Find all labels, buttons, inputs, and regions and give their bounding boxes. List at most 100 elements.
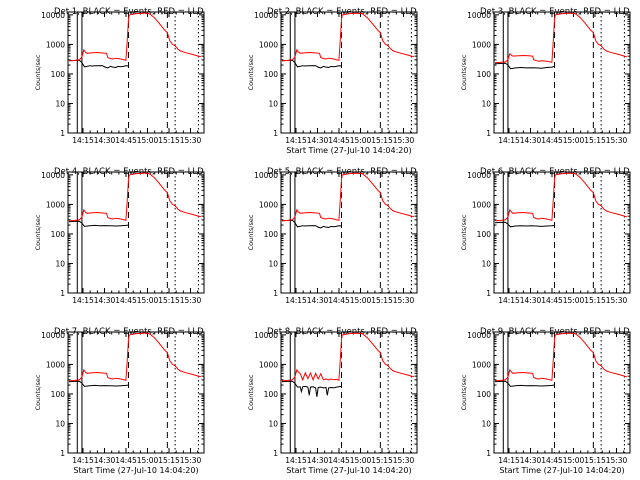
y-tick-label: 1000 <box>472 360 491 369</box>
series-lld-line <box>494 332 628 382</box>
x-tick-label: 15:15 <box>584 296 606 305</box>
y-axis-label: Counts/sec <box>247 374 255 410</box>
x-tick-label: 15:00 <box>137 136 159 145</box>
chart-title: Det 7, BLACK = Events, RED = LLD <box>54 327 204 337</box>
y-tick-label: 10000 <box>41 331 65 340</box>
x-tick-label: 14:15 <box>285 136 307 145</box>
x-axis-label: Start Time (27-Jul-10 14:04:20) <box>499 466 624 475</box>
x-tick-label: 14:45 <box>115 456 137 465</box>
series-events-line <box>68 59 129 69</box>
y-tick-label: 100 <box>51 390 66 399</box>
x-tick-label: 15:30 <box>393 456 415 465</box>
y-tick-label: 10000 <box>254 331 278 340</box>
x-tick-label: 14:45 <box>328 456 350 465</box>
x-tick-label: 15:15 <box>584 456 606 465</box>
x-tick-label: 14:45 <box>541 136 563 145</box>
y-tick-label: 1000 <box>46 40 65 49</box>
y-tick-label: 10000 <box>41 11 65 20</box>
y-tick-label: 1000 <box>259 360 278 369</box>
x-tick-label: 14:15 <box>498 136 520 145</box>
chart-panel-2: Det 2, BLACK = Events, RED = LLD Counts/s… <box>247 7 418 155</box>
chart-title: Det 8, BLACK = Events, RED = LLD <box>267 327 417 337</box>
x-tick-label: 15:00 <box>350 456 372 465</box>
y-tick-label: 10000 <box>467 11 491 20</box>
x-tick-label: 15:30 <box>606 296 628 305</box>
chart-panel-8: Det 8, BLACK = Events, RED = LLD Counts/s… <box>247 327 418 475</box>
x-tick-label: 15:30 <box>180 136 202 145</box>
chart-panel-3: Det 3, BLACK = Events, RED = LLD Counts/s… <box>460 7 631 145</box>
series-lld-line <box>68 12 202 62</box>
chart-panel-1: Det 1, BLACK = Events, RED = LLD Counts/s… <box>34 7 205 145</box>
chart-title: Det 9, BLACK = Events, RED = LLD <box>480 327 630 337</box>
series-events-line <box>68 220 129 227</box>
y-tick-label: 100 <box>477 390 492 399</box>
x-tick-label: 14:45 <box>115 296 137 305</box>
y-tick-label: 100 <box>264 70 279 79</box>
y-tick-label: 100 <box>51 70 66 79</box>
y-axis-label: Counts/sec <box>460 214 468 250</box>
x-tick-label: 15:00 <box>563 136 585 145</box>
y-axis-label: Counts/sec <box>247 214 255 250</box>
y-tick-label: 10 <box>481 419 491 428</box>
y-axis-label: Counts/sec <box>247 54 255 90</box>
y-axis-label: Counts/sec <box>460 374 468 410</box>
series-events-line <box>494 62 555 70</box>
x-tick-label: 14:45 <box>541 296 563 305</box>
y-tick-label: 1000 <box>46 200 65 209</box>
x-tick-label: 15:30 <box>180 296 202 305</box>
series-events-line <box>281 59 342 69</box>
x-tick-label: 15:30 <box>180 456 202 465</box>
y-tick-label: 10 <box>268 259 278 268</box>
series-events-line <box>494 221 555 228</box>
series-lld-line <box>494 12 628 64</box>
y-tick-label: 100 <box>264 390 279 399</box>
series-lld-line <box>281 12 415 62</box>
x-tick-label: 14:45 <box>115 136 137 145</box>
x-tick-label: 14:30 <box>94 136 116 145</box>
chart-panel-9: Det 9, BLACK = Events, RED = LLD Counts/s… <box>460 327 631 475</box>
plot-frame <box>493 331 631 454</box>
x-axis-label: Start Time (27-Jul-10 14:04:20) <box>286 146 411 155</box>
y-tick-label: 10 <box>55 99 65 108</box>
x-tick-label: 14:30 <box>94 456 116 465</box>
series-lld-line <box>281 332 415 382</box>
x-tick-label: 14:30 <box>520 136 542 145</box>
y-tick-label: 10 <box>481 259 491 268</box>
x-tick-label: 15:15 <box>584 136 606 145</box>
x-tick-label: 15:15 <box>371 136 393 145</box>
y-tick-label: 1000 <box>472 200 491 209</box>
y-tick-label: 10000 <box>467 331 491 340</box>
chart-panel-6: Det 6, BLACK = Events, RED = LLD Counts/s… <box>460 167 631 305</box>
y-tick-label: 100 <box>477 70 492 79</box>
x-tick-label: 14:15 <box>72 296 94 305</box>
x-tick-label: 15:00 <box>350 296 372 305</box>
x-tick-label: 14:15 <box>285 296 307 305</box>
y-tick-label: 1000 <box>46 360 65 369</box>
series-events-line <box>494 380 555 387</box>
plot-frame <box>67 171 205 294</box>
x-tick-label: 15:30 <box>393 296 415 305</box>
x-tick-label: 15:30 <box>606 136 628 145</box>
x-tick-label: 15:00 <box>137 296 159 305</box>
chart-panel-5: Det 5, BLACK = Events, RED = LLD Counts/s… <box>247 167 418 305</box>
y-tick-label: 1 <box>273 289 278 298</box>
y-tick-label: 1 <box>60 289 65 298</box>
y-axis-label: Counts/sec <box>34 54 42 90</box>
x-tick-label: 15:15 <box>371 296 393 305</box>
series-events-line <box>281 219 342 229</box>
x-tick-label: 15:00 <box>350 136 372 145</box>
y-tick-label: 1000 <box>472 40 491 49</box>
y-tick-label: 1 <box>486 449 491 458</box>
y-tick-label: 100 <box>264 230 279 239</box>
y-tick-label: 10 <box>268 419 278 428</box>
chart-title: Det 6, BLACK = Events, RED = LLD <box>480 167 630 177</box>
x-tick-label: 14:15 <box>498 456 520 465</box>
plot-frame <box>493 11 631 134</box>
y-tick-label: 10000 <box>254 171 278 180</box>
y-axis-label: Counts/sec <box>460 54 468 90</box>
y-tick-label: 10 <box>268 99 278 108</box>
chart-title: Det 5, BLACK = Events, RED = LLD <box>267 167 417 177</box>
chart-title: Det 3, BLACK = Events, RED = LLD <box>480 7 630 17</box>
plot-frame <box>280 11 418 134</box>
